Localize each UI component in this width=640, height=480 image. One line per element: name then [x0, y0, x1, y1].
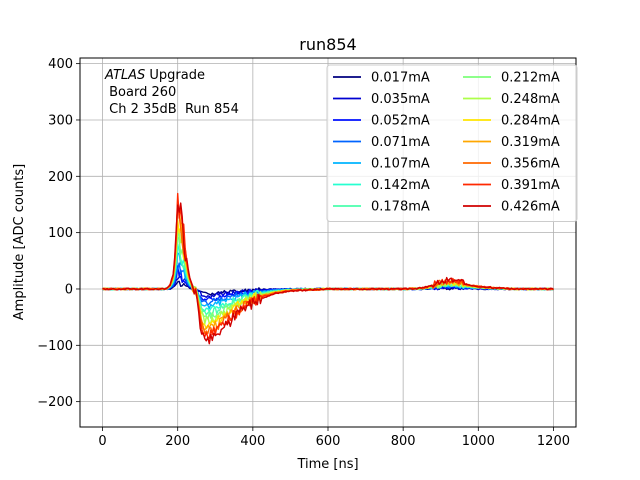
legend-label: 0.356mA: [501, 157, 560, 172]
x-tick-label: 600: [316, 434, 341, 449]
legend: 0.017mA 0.035mA 0.052mA 0.071mA 0.107mA 0.142…: [326, 64, 578, 222]
y-tick-label: −100: [37, 339, 73, 354]
legend-label: 0.319mA: [501, 135, 560, 150]
x-axis-label: Time [ns]: [296, 457, 358, 472]
annotation-line-2: Board 260: [105, 85, 176, 100]
legend-label: 0.212mA: [501, 71, 560, 86]
x-tick-label: 200: [165, 434, 190, 449]
annotation-atlas: ATLAS: [104, 68, 145, 83]
legend-label: 0.017mA: [371, 71, 430, 86]
x-tick-label: 0: [98, 434, 106, 449]
x-tick-label: 800: [391, 434, 416, 449]
legend-label: 0.248mA: [501, 92, 560, 107]
legend-label: 0.035mA: [371, 92, 430, 107]
atlas-annotation: ATLAS Upgrade Board 260 Ch 2 35dB Run 85…: [104, 68, 239, 117]
legend-label: 0.107mA: [371, 157, 430, 172]
legend-label: 0.284mA: [501, 114, 560, 129]
annotation-line-1: ATLAS Upgrade: [104, 68, 205, 83]
y-tick-label: 300: [48, 113, 73, 128]
x-tick-label: 1200: [537, 434, 570, 449]
y-tick-label: 100: [48, 226, 73, 241]
y-axis-ticks: −200 −100 0 100 200 300 400: [37, 57, 80, 410]
legend-label: 0.142mA: [371, 178, 430, 193]
y-axis-label: Amplitude [ADC counts]: [12, 164, 27, 320]
x-tick-label: 400: [240, 434, 265, 449]
series-group: [102, 192, 554, 345]
x-axis-ticks: 0 200 400 600 800 1000 1200: [98, 427, 570, 449]
series-line: [102, 202, 554, 345]
legend-label: 0.052mA: [371, 114, 430, 129]
y-tick-label: 0: [65, 282, 73, 297]
y-tick-label: 200: [48, 170, 73, 185]
chart-title: run854: [299, 35, 356, 54]
legend-label: 0.391mA: [501, 178, 560, 193]
annotation-line-3: Ch 2 35dB Run 854: [105, 102, 239, 117]
legend-label: 0.178mA: [371, 200, 430, 215]
legend-box: [326, 64, 578, 222]
annotation-upgrade: Upgrade: [145, 68, 205, 83]
legend-label: 0.071mA: [371, 135, 430, 150]
legend-label: 0.426mA: [501, 200, 560, 215]
y-tick-label: −200: [37, 395, 73, 410]
y-tick-label: 400: [48, 57, 73, 72]
x-tick-label: 1000: [462, 434, 495, 449]
